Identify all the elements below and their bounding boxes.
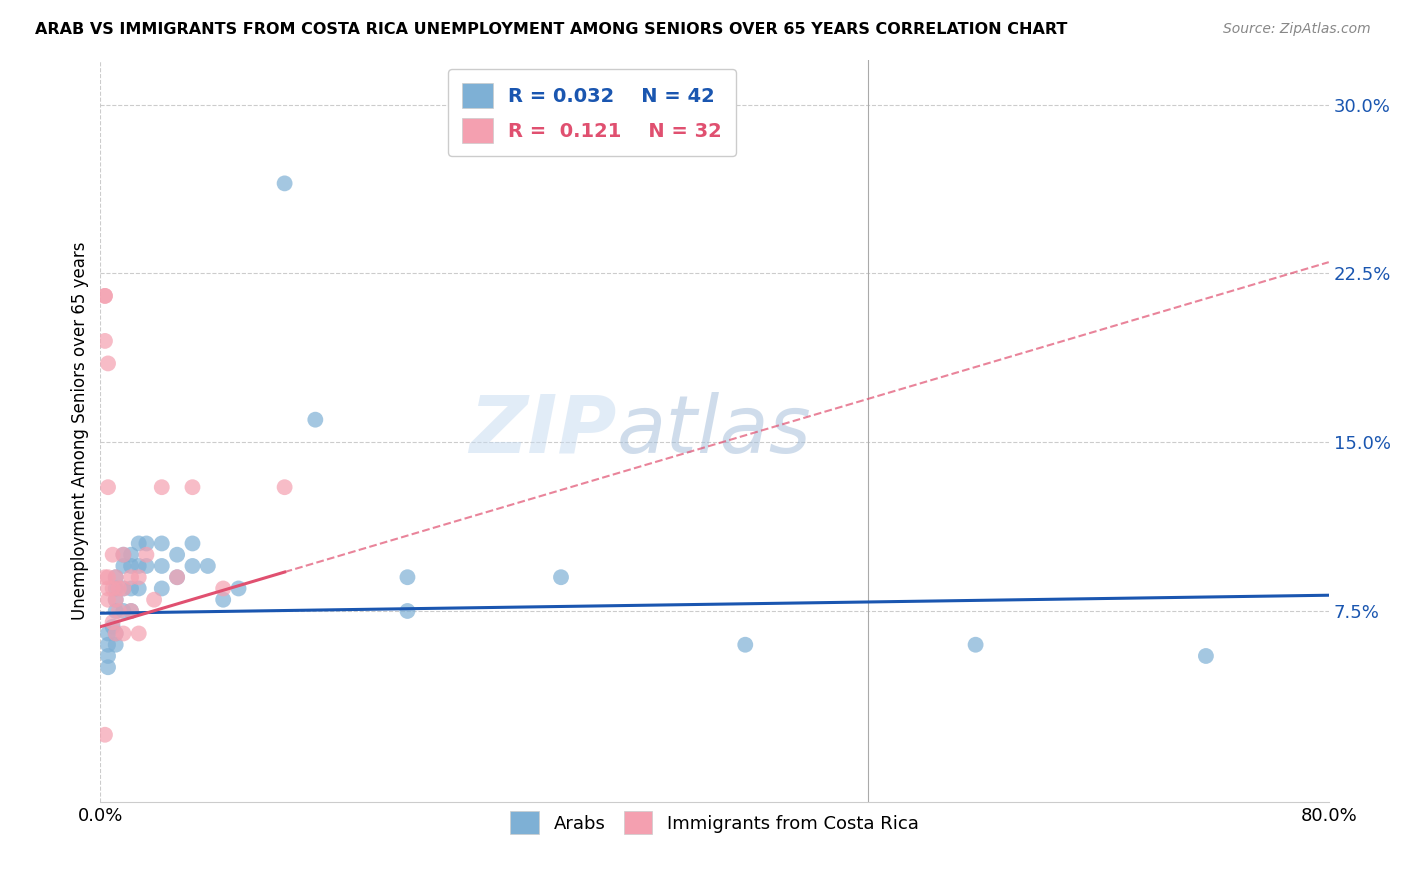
Point bbox=[143, 592, 166, 607]
Point bbox=[112, 548, 135, 562]
Point bbox=[181, 536, 204, 550]
Point bbox=[112, 582, 135, 596]
Point bbox=[150, 582, 173, 596]
Point bbox=[128, 570, 150, 584]
Point bbox=[212, 582, 235, 596]
Text: ARAB VS IMMIGRANTS FROM COSTA RICA UNEMPLOYMENT AMONG SENIORS OVER 65 YEARS CORR: ARAB VS IMMIGRANTS FROM COSTA RICA UNEMP… bbox=[35, 22, 1067, 37]
Point bbox=[104, 570, 127, 584]
Point bbox=[166, 548, 188, 562]
Point bbox=[120, 604, 142, 618]
Point bbox=[135, 536, 157, 550]
Point bbox=[128, 558, 150, 573]
Point bbox=[112, 582, 135, 596]
Point bbox=[101, 615, 124, 630]
Point bbox=[120, 582, 142, 596]
Point bbox=[112, 548, 135, 562]
Point bbox=[135, 558, 157, 573]
Point bbox=[273, 177, 295, 191]
Point bbox=[104, 592, 127, 607]
Point bbox=[135, 548, 157, 562]
Point bbox=[104, 604, 127, 618]
Point bbox=[97, 480, 120, 494]
Point bbox=[1195, 648, 1218, 663]
Point bbox=[166, 570, 188, 584]
Point bbox=[112, 604, 135, 618]
Point bbox=[97, 570, 120, 584]
Point bbox=[112, 558, 135, 573]
Point bbox=[97, 356, 120, 370]
Point bbox=[107, 582, 129, 596]
Point bbox=[128, 536, 150, 550]
Point bbox=[212, 592, 235, 607]
Point bbox=[150, 558, 173, 573]
Point bbox=[396, 604, 419, 618]
Point bbox=[94, 728, 117, 742]
Point bbox=[104, 626, 127, 640]
Point bbox=[97, 592, 120, 607]
Point bbox=[396, 570, 419, 584]
Point bbox=[101, 620, 124, 634]
Point bbox=[181, 558, 204, 573]
Point bbox=[97, 638, 120, 652]
Point bbox=[197, 558, 219, 573]
Point bbox=[965, 638, 987, 652]
Point bbox=[97, 648, 120, 663]
Point bbox=[104, 582, 127, 596]
Point bbox=[120, 604, 142, 618]
Point bbox=[94, 289, 117, 303]
Point bbox=[128, 582, 150, 596]
Point bbox=[97, 626, 120, 640]
Point bbox=[120, 558, 142, 573]
Point bbox=[734, 638, 756, 652]
Point bbox=[104, 638, 127, 652]
Point bbox=[94, 334, 117, 348]
Point bbox=[150, 480, 173, 494]
Point bbox=[101, 582, 124, 596]
Point bbox=[104, 626, 127, 640]
Point bbox=[94, 570, 117, 584]
Point bbox=[128, 626, 150, 640]
Y-axis label: Unemployment Among Seniors over 65 years: Unemployment Among Seniors over 65 years bbox=[72, 242, 89, 620]
Point bbox=[97, 582, 120, 596]
Point bbox=[104, 592, 127, 607]
Point bbox=[107, 604, 129, 618]
Point bbox=[304, 412, 326, 426]
Point bbox=[166, 570, 188, 584]
Legend: Arabs, Immigrants from Costa Rica: Arabs, Immigrants from Costa Rica bbox=[499, 800, 929, 846]
Point bbox=[97, 660, 120, 674]
Point bbox=[273, 480, 295, 494]
Point bbox=[101, 548, 124, 562]
Point bbox=[228, 582, 250, 596]
Point bbox=[150, 536, 173, 550]
Point bbox=[120, 548, 142, 562]
Point bbox=[120, 570, 142, 584]
Point bbox=[94, 289, 117, 303]
Point bbox=[181, 480, 204, 494]
Point bbox=[104, 570, 127, 584]
Point bbox=[550, 570, 572, 584]
Text: atlas: atlas bbox=[616, 392, 811, 470]
Text: ZIP: ZIP bbox=[470, 392, 616, 470]
Point bbox=[112, 626, 135, 640]
Text: Source: ZipAtlas.com: Source: ZipAtlas.com bbox=[1223, 22, 1371, 37]
